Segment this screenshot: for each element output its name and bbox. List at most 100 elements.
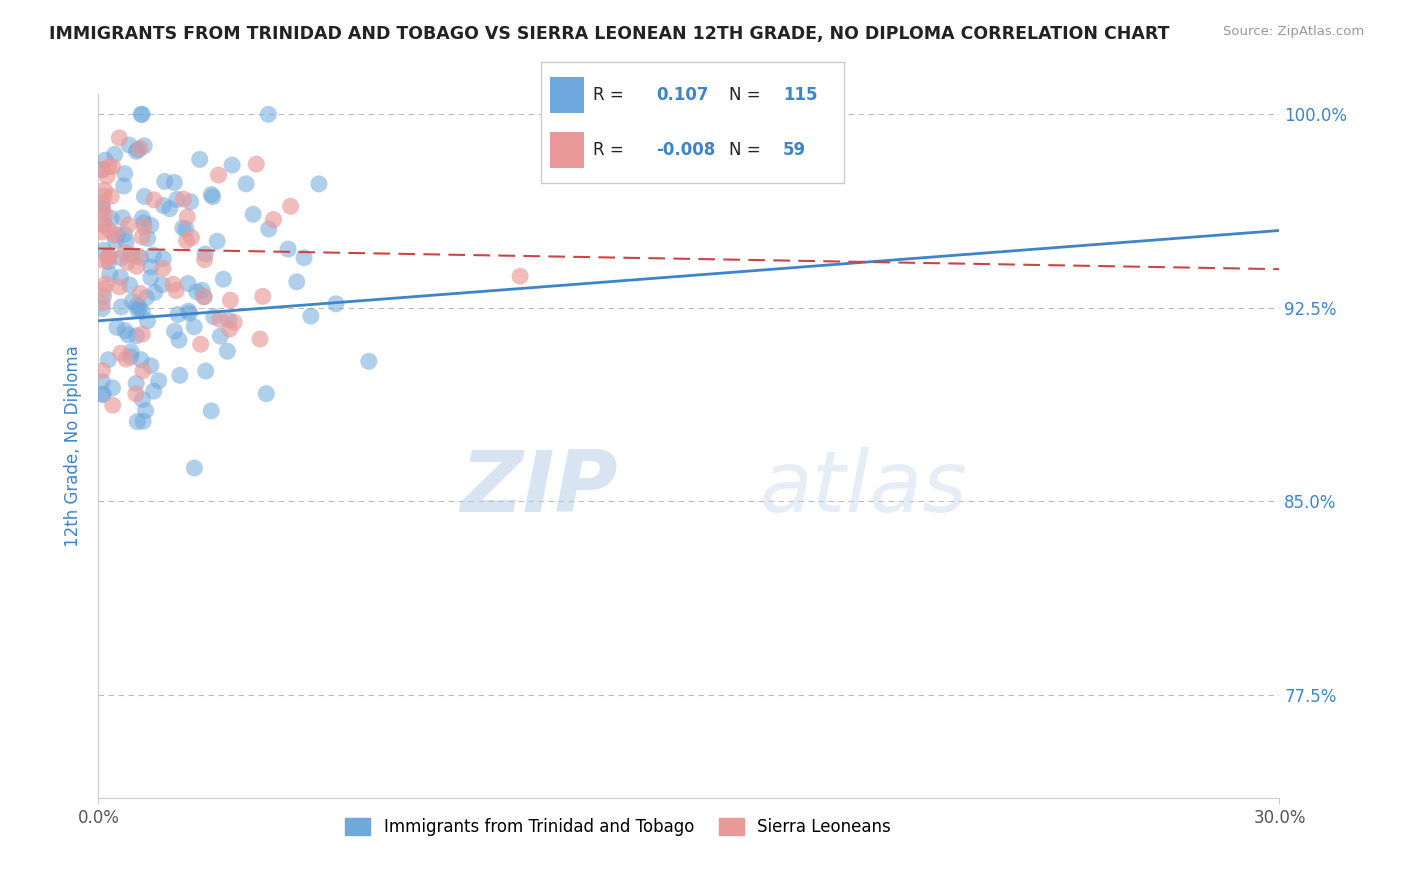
Point <box>114 227 136 242</box>
Point <box>186 285 208 299</box>
Point <box>114 245 136 260</box>
Point <box>209 329 232 343</box>
Point <box>129 251 152 265</box>
Point <box>108 131 131 145</box>
Point <box>128 301 150 315</box>
Bar <box>550 132 583 169</box>
Point <box>132 414 155 428</box>
Point <box>207 168 229 182</box>
Point <box>202 310 225 324</box>
Point <box>104 234 127 248</box>
Point <box>242 207 264 221</box>
Point <box>299 309 322 323</box>
Point <box>114 324 136 338</box>
Point <box>219 293 242 308</box>
Point <box>110 270 132 285</box>
Point <box>257 222 280 236</box>
Point <box>110 346 132 360</box>
Text: N =: N = <box>728 141 761 160</box>
Point <box>127 249 149 263</box>
Point <box>93 282 115 296</box>
Point <box>249 332 271 346</box>
Point <box>97 222 120 236</box>
Point <box>136 231 159 245</box>
Point <box>292 251 315 265</box>
Point <box>142 248 165 262</box>
Point <box>93 289 115 303</box>
Point <box>111 211 134 225</box>
Text: 0.107: 0.107 <box>657 86 709 104</box>
Point <box>218 313 240 327</box>
Point <box>93 244 115 258</box>
Point <box>165 284 187 298</box>
Point <box>180 230 202 244</box>
Point <box>152 252 174 266</box>
Point <box>127 415 149 429</box>
Point <box>110 300 132 314</box>
Point <box>205 234 228 248</box>
Point <box>131 327 153 342</box>
Point <box>131 107 153 121</box>
Point <box>101 381 124 395</box>
Point <box>93 217 115 231</box>
Point <box>94 277 117 291</box>
Point <box>115 235 138 249</box>
Point <box>169 368 191 383</box>
Point <box>280 199 302 213</box>
Point <box>208 312 231 326</box>
Point <box>190 337 212 351</box>
Point <box>125 145 148 159</box>
Point <box>200 187 222 202</box>
Point <box>132 364 155 378</box>
Point <box>91 196 114 211</box>
Text: 115: 115 <box>783 86 818 104</box>
Point <box>139 270 162 285</box>
Point <box>97 254 120 268</box>
Point <box>91 202 114 216</box>
Point <box>129 107 152 121</box>
Point <box>142 193 165 207</box>
Point <box>91 301 114 316</box>
Point <box>218 322 240 336</box>
Point <box>153 174 176 188</box>
Point <box>245 157 267 171</box>
Point <box>201 189 224 203</box>
Point <box>103 228 125 243</box>
Point <box>125 328 148 343</box>
Point <box>129 141 152 155</box>
Point <box>97 248 120 262</box>
Point <box>183 461 205 475</box>
Y-axis label: 12th Grade, No Diploma: 12th Grade, No Diploma <box>65 345 83 547</box>
Point <box>91 296 114 310</box>
Point <box>135 291 157 305</box>
Point <box>112 179 135 194</box>
Point <box>188 153 211 167</box>
Point <box>114 167 136 181</box>
Point <box>121 294 143 309</box>
Point <box>285 275 308 289</box>
Point <box>97 352 120 367</box>
Point <box>115 352 138 367</box>
Point <box>212 272 235 286</box>
Point <box>277 242 299 256</box>
Point <box>177 304 200 318</box>
Point <box>117 327 139 342</box>
Point <box>129 352 152 367</box>
Point <box>104 147 127 161</box>
Point <box>120 344 142 359</box>
Point <box>167 333 190 347</box>
Point <box>174 222 197 236</box>
Point <box>120 248 142 262</box>
Point <box>131 304 153 318</box>
Point <box>107 227 129 242</box>
Point <box>91 375 114 389</box>
Point <box>97 250 120 264</box>
Point <box>91 387 114 401</box>
Point <box>217 344 239 359</box>
Point <box>252 289 274 303</box>
Point <box>163 324 186 338</box>
Point <box>91 363 114 377</box>
Point <box>167 308 190 322</box>
Point <box>509 269 531 284</box>
Point <box>152 261 174 276</box>
